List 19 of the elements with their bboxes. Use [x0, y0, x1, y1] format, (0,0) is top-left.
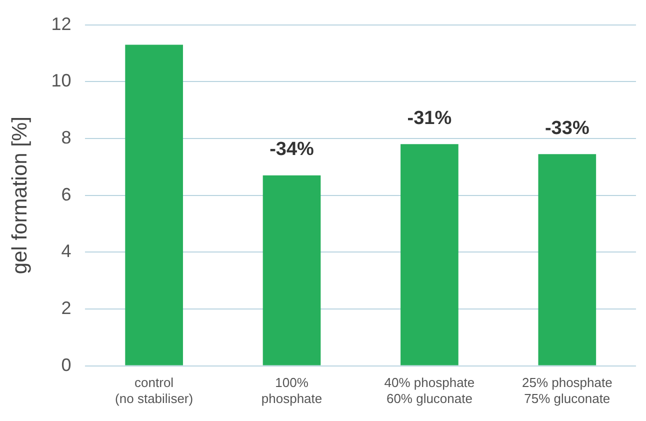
y-tick-label: 6 — [61, 184, 72, 204]
annotation: -34% — [270, 139, 314, 160]
y-axis-title: gel formation [%] — [8, 116, 32, 274]
y-tick-label: 8 — [61, 127, 72, 148]
bar — [125, 44, 183, 366]
x-tick-label: 25% phosphate 75% gluconate — [522, 375, 612, 406]
y-tick-label: 12 — [51, 14, 72, 34]
y-tick-label: 10 — [51, 70, 72, 91]
y-tick-label: 0 — [61, 354, 72, 375]
x-tick-label: 40% phosphate 60% gluconate — [384, 375, 475, 406]
annotation: -31% — [407, 108, 452, 129]
y-tick-label: 2 — [61, 298, 72, 318]
y-tick-label: 4 — [61, 241, 72, 262]
x-tick-label: control (no stabiliser) — [115, 375, 194, 406]
bar — [538, 154, 596, 366]
annotation: -33% — [544, 118, 590, 139]
x-tick-label: 100% phosphate — [261, 375, 322, 406]
bar — [262, 175, 321, 366]
bar — [400, 144, 458, 366]
